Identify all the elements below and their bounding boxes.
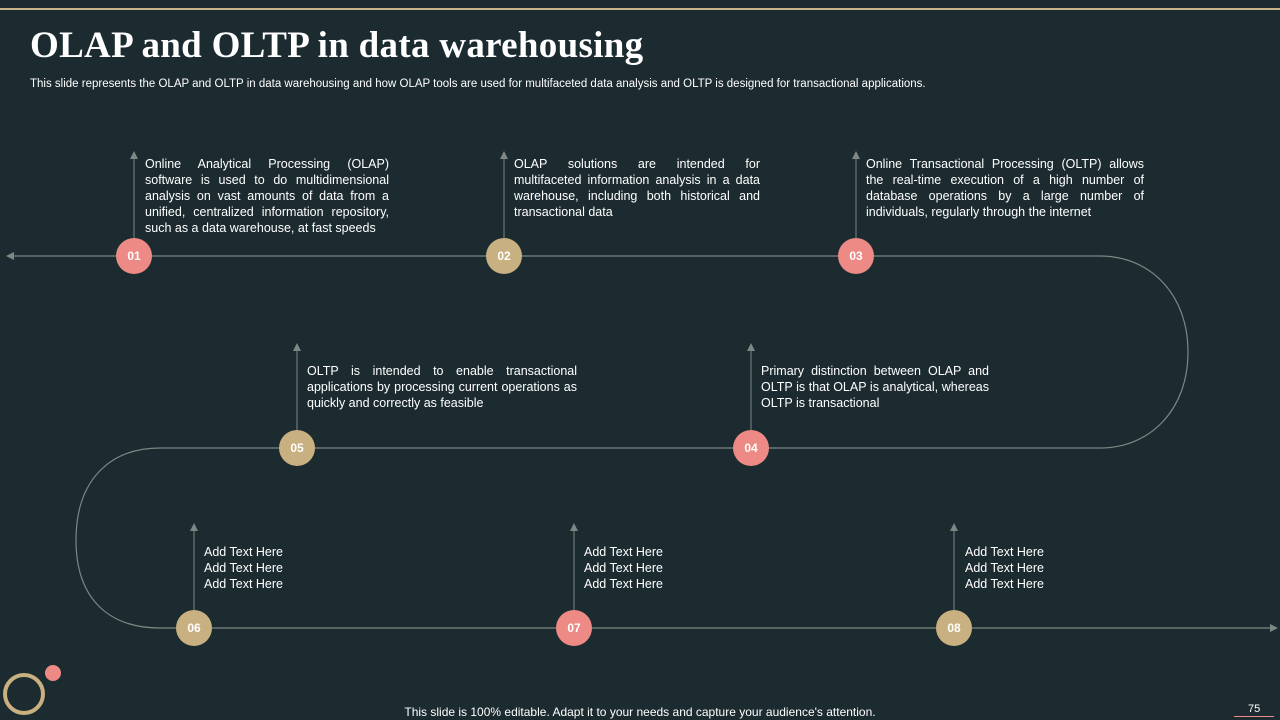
- step-05-text: OLTP is intended to enable transactional…: [307, 364, 577, 410]
- step-07-line: Add Text Here: [584, 545, 663, 559]
- step-07-text: Add Text Here Add Text Here Add Text Her…: [584, 544, 704, 592]
- step-06-badge: 06: [176, 610, 212, 646]
- step-02-text: OLAP solutions are intended for multifac…: [514, 157, 760, 219]
- step-07-line: Add Text Here: [584, 561, 663, 575]
- step-06-text: Add Text Here Add Text Here Add Text Her…: [204, 544, 324, 592]
- step-08-line: Add Text Here: [965, 545, 1044, 559]
- step-08-line: Add Text Here: [965, 561, 1044, 575]
- decorative-dot: [45, 665, 61, 681]
- timeline-end-arrow: [1270, 624, 1278, 632]
- step-04-text: Primary distinction between OLAP and OLT…: [761, 364, 989, 410]
- step-08-text: Add Text Here Add Text Here Add Text Her…: [965, 544, 1085, 592]
- decorative-ring: [3, 673, 45, 715]
- step-07-line: Add Text Here: [584, 577, 663, 591]
- page-number: 75: [1248, 703, 1261, 715]
- timeline-start-arrow: [6, 252, 14, 260]
- step-08-line: Add Text Here: [965, 577, 1044, 591]
- timeline-path: [10, 255, 1272, 629]
- step-03-text: Online Transactional Processing (OLTP) a…: [866, 157, 1144, 219]
- step-07-badge: 07: [556, 610, 592, 646]
- step-03-badge: 03: [838, 238, 874, 274]
- step-08-badge: 08: [936, 610, 972, 646]
- page-title: OLAP and OLTP in data warehousing: [30, 25, 644, 66]
- page-number-underline: [1234, 716, 1274, 717]
- step-06-line: Add Text Here: [204, 577, 283, 591]
- top-accent-line: [0, 8, 1280, 10]
- step-05-badge: 05: [279, 430, 315, 466]
- step-06-line: Add Text Here: [204, 561, 283, 575]
- step-06-line: Add Text Here: [204, 545, 283, 559]
- step-02-badge: 02: [486, 238, 522, 274]
- footer-note: This slide is 100% editable. Adapt it to…: [404, 705, 876, 719]
- step-01-text: Online Analytical Processing (OLAP) soft…: [145, 157, 389, 235]
- page-subtitle: This slide represents the OLAP and OLTP …: [30, 78, 926, 90]
- step-04-badge: 04: [733, 430, 769, 466]
- step-01-badge: 01: [116, 238, 152, 274]
